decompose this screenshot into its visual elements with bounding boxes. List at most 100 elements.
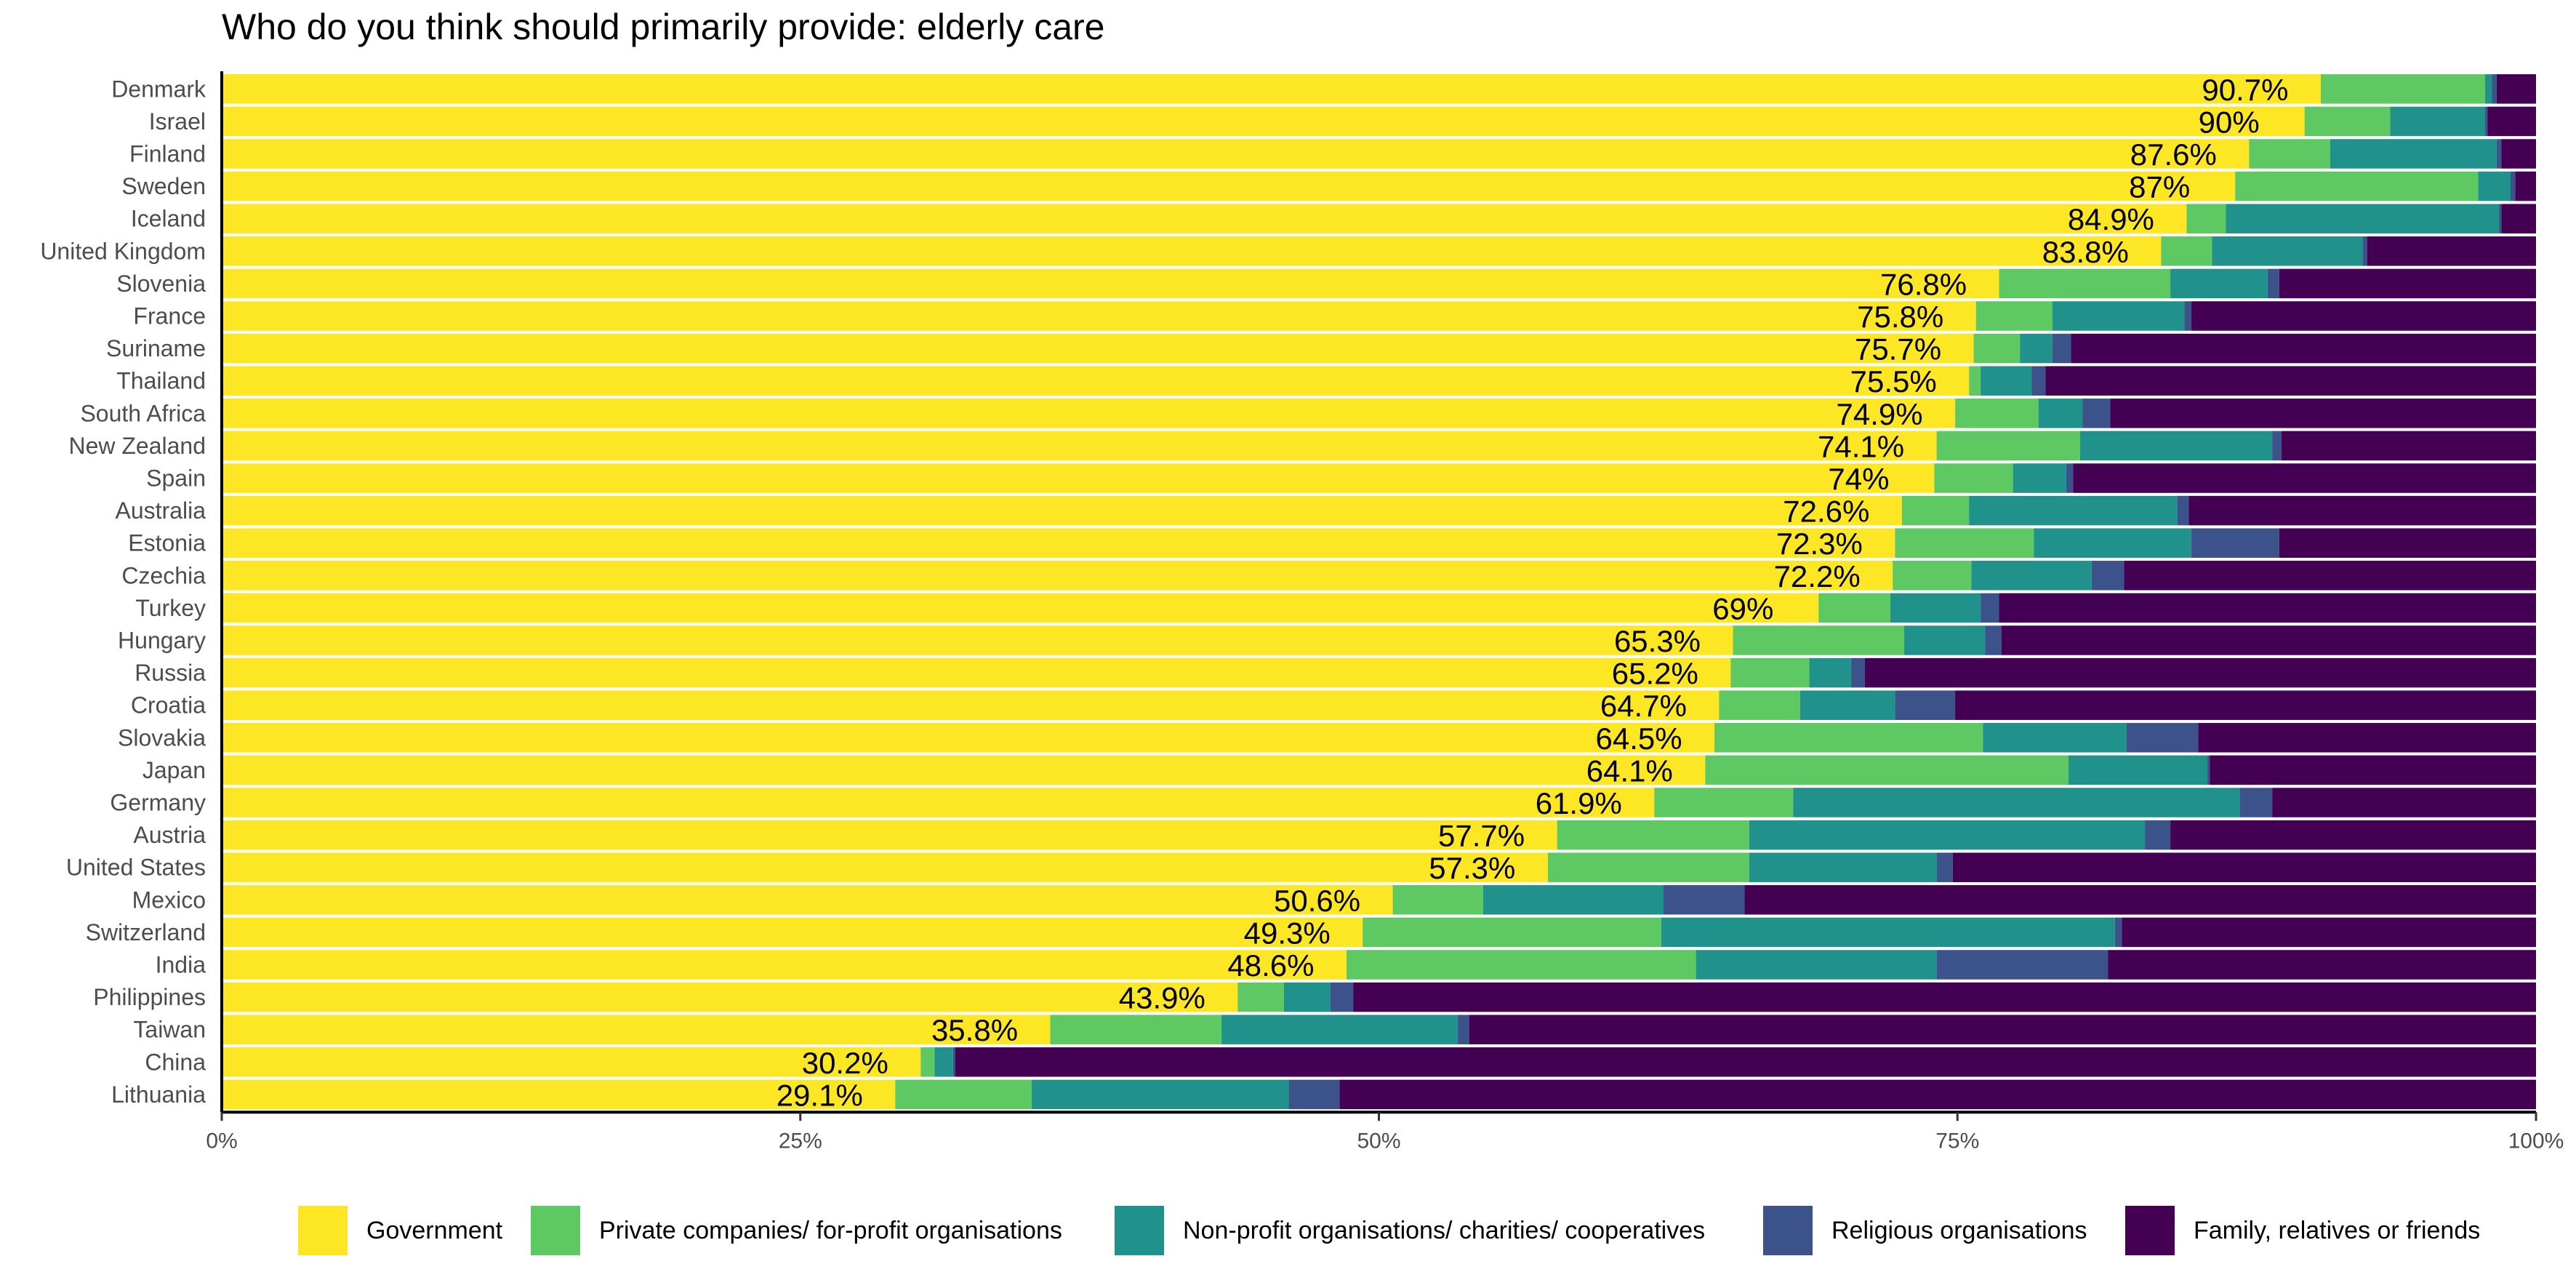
- category-label: China: [145, 1049, 206, 1075]
- bar-australia-series-4: [2188, 495, 2536, 526]
- bar-israel-series-1: [2304, 106, 2391, 137]
- bar-india-series-3: [1936, 950, 2108, 980]
- data-label: 72.2%: [1774, 559, 1861, 593]
- bar-philippines-series-1: [1237, 982, 1284, 1012]
- bar-turkey-series-4: [1999, 593, 2536, 623]
- bar-australia-series-0: [222, 495, 1902, 526]
- category-label: Czechia: [121, 562, 206, 588]
- category-label: Lithuania: [111, 1081, 206, 1108]
- category-label: United States: [66, 855, 206, 881]
- bar-new-zealand-series-4: [2281, 431, 2536, 461]
- bar-new-zealand-series-2: [2079, 431, 2273, 461]
- bar-slovenia-series-1: [1999, 268, 2171, 299]
- category-label: Israel: [149, 108, 206, 135]
- bar-south-africa-series-3: [2082, 399, 2111, 428]
- bar-czechia-series-1: [1893, 561, 1972, 591]
- bar-turkey-series-1: [1818, 593, 1890, 623]
- bar-france-series-4: [2191, 301, 2536, 331]
- bar-czechia-series-0: [222, 561, 1893, 591]
- bar-france-series-0: [222, 301, 1976, 331]
- bar-denmark-series-4: [2496, 74, 2536, 104]
- category-label: Sweden: [121, 173, 206, 199]
- category-label: Taiwan: [133, 1017, 206, 1043]
- bar-united-states-series-3: [1936, 852, 1953, 882]
- bar-mexico-series-3: [1664, 885, 1745, 915]
- category-label: Iceland: [131, 206, 206, 232]
- data-label: 64.5%: [1595, 721, 1682, 756]
- category-label: Spain: [146, 465, 206, 492]
- bar-iceland-series-2: [2226, 204, 2500, 233]
- category-label: Denmark: [111, 76, 206, 102]
- legend-label: Non-profit organisations/ charities/ coo…: [1183, 1216, 1706, 1244]
- axes-layer: 0% 25% 50% 75% 100%: [206, 71, 2564, 1153]
- legend-swatch: [298, 1206, 348, 1255]
- bar-suriname-series-0: [222, 333, 1974, 364]
- bar-germany-series-4: [2272, 788, 2536, 817]
- bar-lithuania-series-0: [222, 1079, 896, 1110]
- data-label: 90%: [2199, 105, 2260, 139]
- bar-philippines-series-0: [222, 982, 1238, 1012]
- bar-turkey-series-2: [1890, 593, 1981, 623]
- data-label: 65.3%: [1614, 624, 1701, 658]
- data-label: 75.5%: [1850, 364, 1937, 399]
- bar-suriname-series-3: [2052, 333, 2071, 364]
- data-label: 72.3%: [1776, 527, 1863, 561]
- bar-india-series-2: [1696, 950, 1937, 980]
- bar-sweden-series-0: [222, 171, 2236, 201]
- legend-item: Religious organisations: [1763, 1205, 2087, 1256]
- category-label: Turkey: [135, 595, 206, 621]
- labels-layer: Denmark 90.7% Israel 90% Finland 87.6% Sweden 8…: [40, 73, 2288, 1113]
- bar-india-series-0: [222, 950, 1347, 980]
- bar-new-zealand-series-1: [1936, 431, 2080, 461]
- bar-czechia-series-4: [2124, 561, 2536, 591]
- data-label: 83.8%: [2042, 235, 2129, 269]
- category-label: Suriname: [106, 335, 206, 361]
- data-label: 30.2%: [802, 1046, 888, 1080]
- bar-france-series-3: [2184, 301, 2191, 331]
- legend-swatch: [531, 1206, 580, 1255]
- data-label: 43.9%: [1119, 981, 1205, 1015]
- category-label: Switzerland: [86, 919, 206, 945]
- category-label: Croatia: [131, 692, 206, 719]
- bar-taiwan-series-3: [1457, 1015, 1469, 1044]
- bar-finland-series-0: [222, 139, 2250, 169]
- category-label: Austria: [133, 822, 206, 848]
- category-label: Hungary: [118, 628, 206, 654]
- bar-australia-series-2: [1969, 495, 2178, 526]
- bar-switzerland-series-1: [1363, 917, 1661, 948]
- bar-finland-series-2: [2330, 139, 2497, 169]
- bar-hungary-series-2: [1904, 625, 1986, 655]
- bar-iceland-series-4: [2501, 204, 2536, 233]
- bar-croatia-series-2: [1799, 690, 1895, 720]
- bar-thailand-series-1: [1969, 366, 1981, 396]
- bar-austria-series-1: [1557, 820, 1749, 850]
- bar-sweden-series-2: [2478, 171, 2511, 201]
- bar-germany-series-1: [1654, 788, 1794, 817]
- bar-estonia-series-1: [1895, 528, 2034, 558]
- bar-sweden-series-1: [2235, 171, 2479, 201]
- bar-slovakia-series-1: [1714, 723, 1983, 753]
- bar-united-states-series-2: [1749, 852, 1937, 882]
- category-label: Japan: [143, 757, 206, 783]
- bars-layer: [222, 74, 2537, 1110]
- bar-israel-series-4: [2487, 106, 2536, 137]
- bar-united-kingdom-series-3: [2362, 236, 2367, 266]
- bar-russia-series-4: [1864, 657, 2536, 688]
- bar-denmark-series-1: [2320, 74, 2485, 104]
- bar-slovenia-series-4: [2279, 268, 2536, 299]
- bar-russia-series-1: [1730, 657, 1810, 688]
- bar-turkey-series-3: [1981, 593, 1999, 623]
- legend-item: Government: [298, 1205, 502, 1256]
- category-label: India: [156, 952, 206, 978]
- x-tick-label: 25%: [779, 1129, 822, 1153]
- category-label: Germany: [110, 790, 206, 816]
- bar-iceland-series-1: [2186, 204, 2226, 233]
- bar-denmark-series-0: [222, 74, 2321, 104]
- data-label: 48.6%: [1227, 948, 1314, 983]
- data-label: 87.6%: [2130, 137, 2217, 172]
- bar-australia-series-1: [1901, 495, 1970, 526]
- bar-slovakia-series-3: [2126, 723, 2199, 753]
- bar-thailand-series-2: [1981, 366, 2032, 396]
- bar-india-series-1: [1346, 950, 1696, 980]
